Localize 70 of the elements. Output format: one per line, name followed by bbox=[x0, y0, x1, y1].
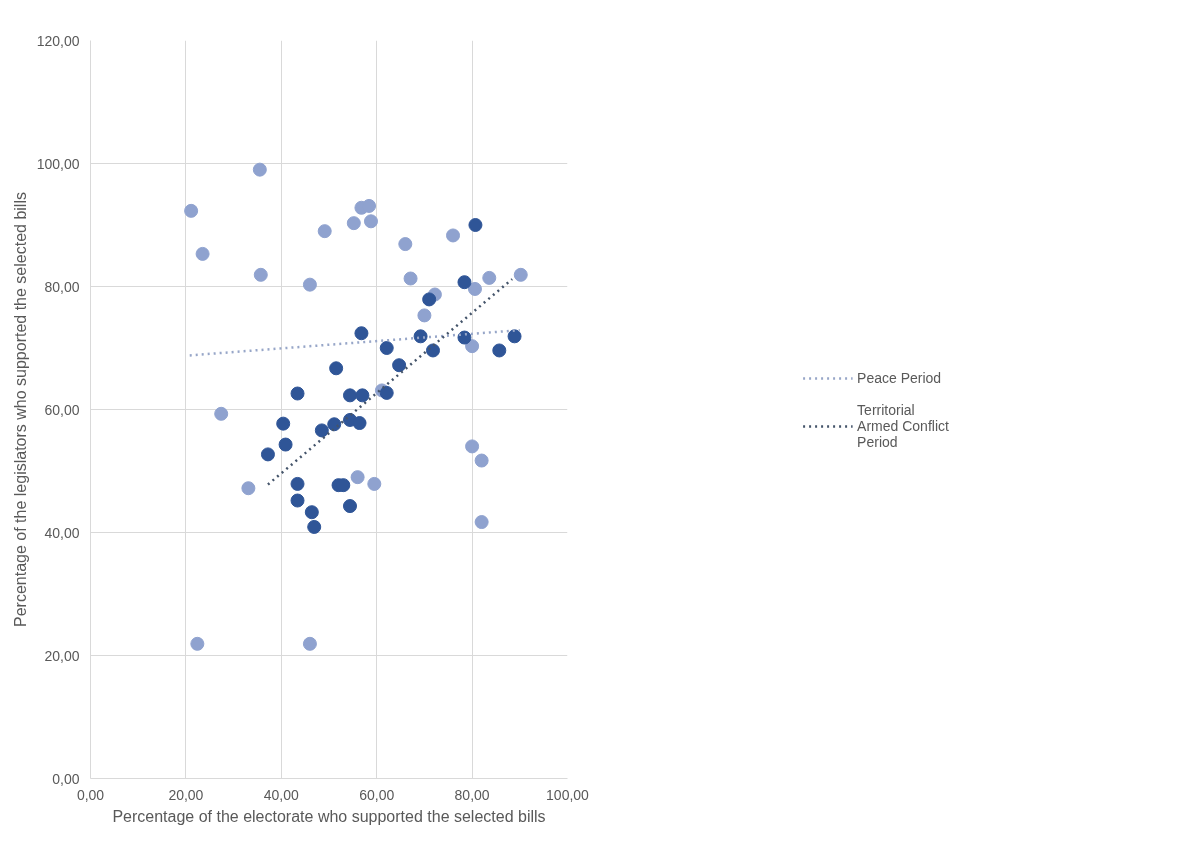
x-axis-title: Percentage of the electorate who supported the selected bills bbox=[112, 807, 546, 825]
point bbox=[482, 270, 497, 285]
point bbox=[457, 275, 472, 290]
legend-label: Territorial Armed Conflict Period bbox=[857, 402, 949, 450]
y-tick-label: 80,00 bbox=[44, 278, 80, 295]
y-tick-label: 40,00 bbox=[44, 524, 80, 541]
x-tick-label: 80,00 bbox=[454, 786, 490, 803]
point bbox=[317, 224, 332, 239]
y-tick-label: 20,00 bbox=[44, 647, 80, 664]
point bbox=[492, 343, 507, 358]
point bbox=[184, 203, 199, 218]
point bbox=[513, 267, 528, 282]
point bbox=[241, 481, 256, 496]
point bbox=[363, 214, 378, 229]
point bbox=[302, 277, 317, 292]
point bbox=[342, 388, 357, 403]
point bbox=[467, 281, 482, 296]
point bbox=[307, 519, 322, 534]
point bbox=[342, 499, 357, 514]
point bbox=[302, 636, 317, 651]
x-tick-label: 40,00 bbox=[263, 786, 300, 803]
point bbox=[276, 416, 291, 431]
point bbox=[350, 470, 365, 485]
point bbox=[327, 417, 342, 432]
point bbox=[362, 198, 377, 213]
x-tick-label: 60,00 bbox=[359, 786, 395, 803]
point bbox=[398, 237, 413, 252]
point bbox=[474, 453, 489, 468]
point bbox=[329, 361, 344, 376]
point bbox=[422, 292, 437, 307]
y-tick-label: 0,00 bbox=[52, 770, 80, 787]
point bbox=[346, 216, 361, 231]
legend-label: Peace Period bbox=[857, 370, 942, 386]
point bbox=[474, 515, 489, 530]
x-tick-label: 100,00 bbox=[546, 786, 590, 803]
point bbox=[403, 271, 418, 286]
point bbox=[354, 326, 369, 341]
point bbox=[195, 246, 210, 261]
point bbox=[417, 308, 432, 323]
point bbox=[278, 437, 293, 452]
point bbox=[355, 388, 370, 403]
point bbox=[379, 385, 394, 400]
point bbox=[290, 493, 305, 508]
point bbox=[304, 505, 319, 520]
point bbox=[260, 447, 275, 462]
point bbox=[314, 423, 329, 438]
point bbox=[379, 341, 394, 355]
point bbox=[290, 386, 305, 401]
point bbox=[446, 228, 461, 243]
point bbox=[253, 267, 268, 282]
point bbox=[465, 339, 480, 354]
point bbox=[468, 218, 483, 232]
y-tick-label: 100,00 bbox=[36, 155, 80, 172]
x-tick-label: 20,00 bbox=[168, 786, 204, 803]
y-tick-label: 60,00 bbox=[44, 401, 80, 418]
y-axis-title: Percentage of the legislators who supported the selected bills bbox=[11, 192, 29, 627]
y-tick-label: 120,00 bbox=[36, 32, 80, 49]
point bbox=[214, 406, 229, 421]
point bbox=[290, 476, 305, 491]
point bbox=[252, 162, 267, 177]
point bbox=[392, 358, 407, 373]
point bbox=[352, 416, 367, 431]
point bbox=[457, 330, 472, 345]
point bbox=[465, 439, 480, 454]
point bbox=[425, 343, 440, 358]
point bbox=[507, 329, 522, 344]
x-tick-label: 0,00 bbox=[76, 786, 105, 803]
point bbox=[190, 636, 205, 651]
point bbox=[367, 476, 382, 491]
point bbox=[413, 329, 428, 344]
